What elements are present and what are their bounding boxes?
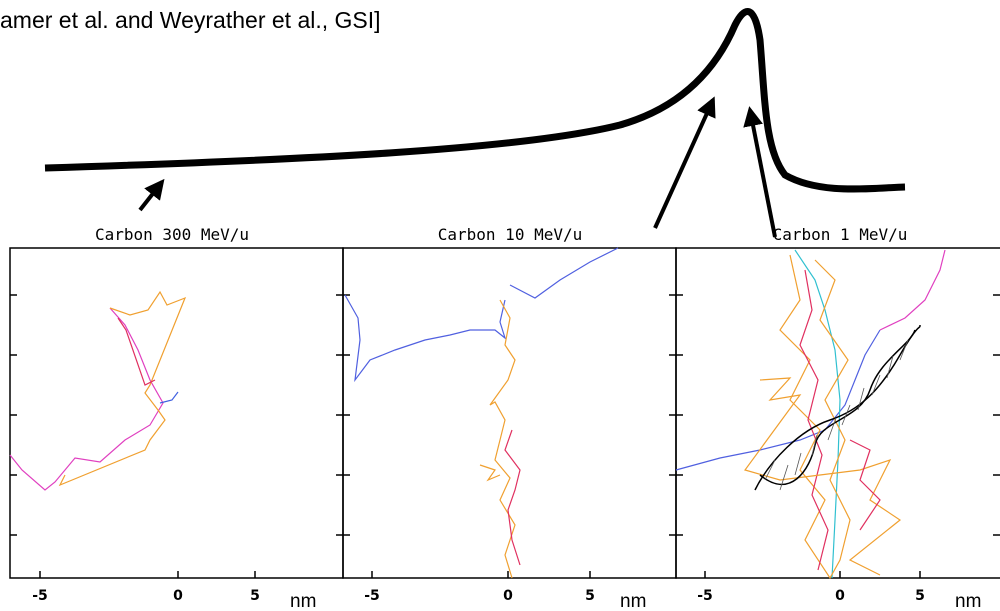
x-tick-label: -5: [697, 588, 713, 604]
x-tick-label: -5: [32, 588, 48, 604]
x-tick-label: 5: [250, 588, 260, 604]
panel-title: Carbon 10 MeV/u: [438, 225, 583, 244]
tracks-300: [9, 290, 187, 491]
axis-ticks: [10, 294, 1000, 578]
bragg-curve: [44, 8, 906, 193]
x-unit: nm: [620, 591, 646, 611]
x-tick-label: 0: [835, 588, 845, 604]
x-tick-label: 0: [173, 588, 183, 604]
arrow: [653, 96, 716, 229]
arrow: [138, 178, 165, 212]
x-tick-label: -5: [364, 588, 380, 604]
x-unit: nm: [290, 591, 316, 611]
panel-title: Carbon 1 MeV/u: [773, 225, 908, 244]
panel-title: Carbon 300 MeV/u: [95, 225, 249, 244]
arrow: [743, 106, 777, 238]
header-text: amer et al. and Weyrather et al., GSI]: [0, 7, 381, 33]
x-tick-label: 5: [585, 588, 595, 604]
tracks-10: [344, 247, 619, 579]
x-tick-label: 5: [915, 588, 925, 604]
tracks-1: [675, 249, 946, 580]
x-unit: nm: [955, 591, 981, 611]
panel-frames: [9, 247, 1000, 579]
dna-helix: [754, 324, 921, 491]
x-tick-label: 0: [503, 588, 513, 604]
